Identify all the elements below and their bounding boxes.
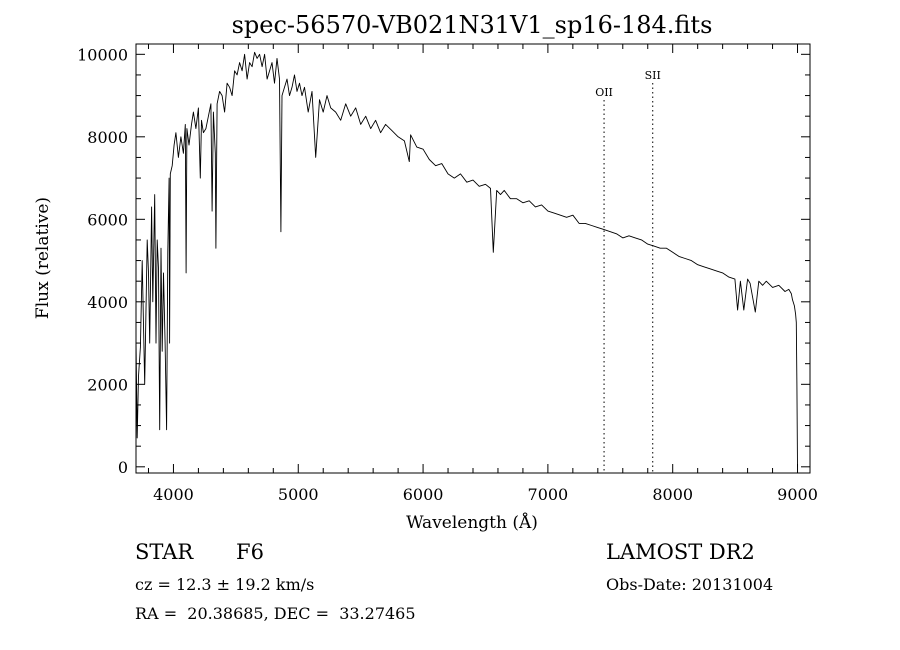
x-tick-label: 8000 bbox=[652, 485, 693, 504]
survey-name: LAMOST DR2 bbox=[606, 540, 755, 564]
spectrum-layer bbox=[135, 51, 798, 467]
coordinates-text: RA = 20.38685, DEC = 33.27465 bbox=[135, 604, 416, 623]
x-tick-label: 5000 bbox=[278, 485, 319, 504]
axes-layer: 4000 5000 6000 7000 8000 9000 0 2000 4000 6000 800… bbox=[77, 44, 818, 504]
x-tick-label: 9000 bbox=[777, 485, 818, 504]
emission-line-label: SII bbox=[645, 69, 661, 82]
object-class: STAR bbox=[135, 540, 194, 564]
y-tick-label: 0 bbox=[118, 458, 128, 477]
object-subclass: F6 bbox=[236, 540, 264, 564]
chart-title: spec-56570-VB021N31V1_sp16-184.fits bbox=[232, 11, 713, 39]
y-tick-label: 4000 bbox=[87, 293, 128, 312]
observation-date: Obs-Date: 20131004 bbox=[606, 575, 774, 594]
emission-line-label: OII bbox=[595, 86, 613, 99]
x-tick-label: 4000 bbox=[153, 485, 194, 504]
x-axis-label: Wavelength (Å) bbox=[406, 512, 538, 533]
x-tick-label: 7000 bbox=[528, 485, 569, 504]
y-tick-label: 2000 bbox=[87, 375, 128, 394]
emission-lines-layer: OII SII bbox=[595, 69, 661, 473]
y-tick-label: 10000 bbox=[77, 45, 128, 64]
y-tick-label: 8000 bbox=[87, 128, 128, 147]
y-tick-label: 6000 bbox=[87, 210, 128, 229]
y-axis-label: Flux (relative) bbox=[33, 197, 53, 319]
plot-frame bbox=[135, 43, 811, 474]
spectrum-line bbox=[135, 51, 798, 467]
x-tick-label: 6000 bbox=[403, 485, 444, 504]
redshift-text: cz = 12.3 ± 19.2 km/s bbox=[135, 575, 315, 594]
